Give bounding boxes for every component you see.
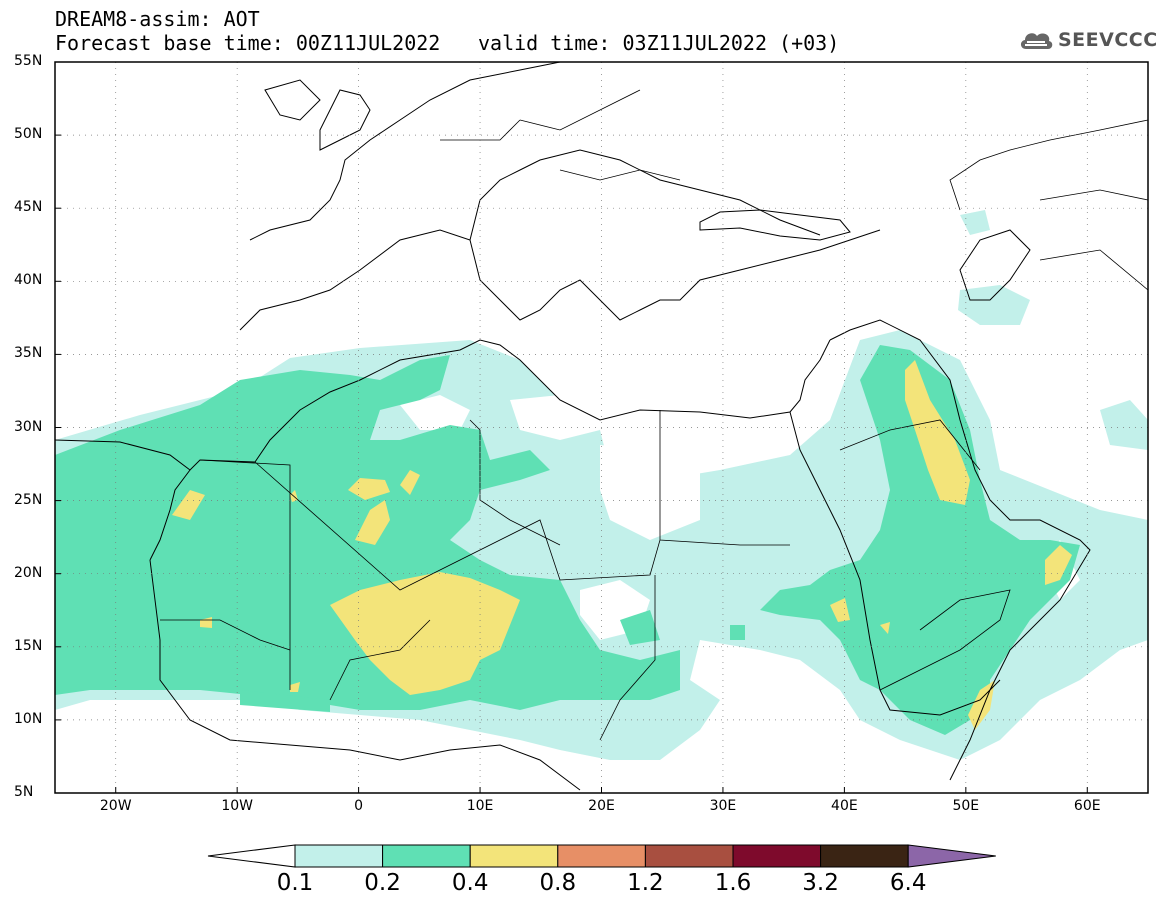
lat-label: 45N [14, 199, 43, 216]
colorbar-label: 0.1 [276, 870, 314, 896]
lat-label: 55N [14, 53, 43, 69]
colorbar-under-arrow [207, 844, 296, 868]
lat-label: 15N [14, 637, 43, 654]
axis-ticks [55, 61, 1088, 794]
forecast-base-time: Forecast base time: 00Z11JUL2022 [55, 31, 441, 55]
colorbar-label: 0.2 [364, 870, 401, 896]
lat-label: 20N [14, 564, 43, 581]
lon-label: 60E [1073, 798, 1101, 814]
coastlines [55, 62, 1091, 791]
lon-label: 10W [221, 798, 253, 814]
colorbar-swatch [820, 844, 909, 868]
lat-label: 5N [14, 784, 34, 800]
colorbar-label: 1.2 [627, 870, 664, 896]
valid-time: valid time: 03Z11JUL2022 (+03) [478, 31, 840, 55]
lon-label: 0 [354, 798, 364, 814]
colorbar-label: 6.4 [889, 870, 927, 896]
lat-label: 10N [14, 710, 43, 727]
colorbar-swatch [644, 844, 734, 868]
colorbar-over-arrow [907, 844, 996, 868]
lat-label: 35N [14, 345, 43, 362]
lon-label: 10E [466, 798, 494, 814]
colorbar-swatch [469, 844, 559, 868]
lon-label: 20E [588, 798, 615, 814]
lon-label: 40E [831, 798, 858, 814]
grid-lines [55, 62, 1148, 793]
colorbar-label: 0.8 [539, 870, 577, 896]
lon-label: 20W [99, 798, 132, 814]
lon-label: 50E [952, 798, 980, 814]
lon-label: 30E [709, 798, 737, 814]
colorbar-label: 1.6 [714, 870, 752, 896]
colorbar-label: 3.2 [802, 870, 839, 896]
colorbar-swatch [557, 844, 646, 868]
lat-label: 40N [14, 272, 43, 289]
aot-level-0.4-0.8 [172, 360, 1072, 730]
colorbar [207, 844, 996, 868]
map-title: DREAM8-assim: AOT [55, 7, 260, 31]
colorbar-swatch [382, 844, 471, 868]
seevccc-logo: SEEVCCC [1018, 24, 1158, 56]
logo-text: SEEVCCC [1058, 29, 1158, 51]
colorbar-swatch [294, 844, 384, 868]
lat-label: 50N [14, 126, 43, 143]
colorbar-swatch [732, 844, 822, 868]
colorbar-label: 0.4 [451, 870, 489, 896]
lat-label: 30N [14, 418, 43, 435]
lat-label: 25N [14, 491, 43, 508]
cloud-icon [1020, 33, 1053, 49]
